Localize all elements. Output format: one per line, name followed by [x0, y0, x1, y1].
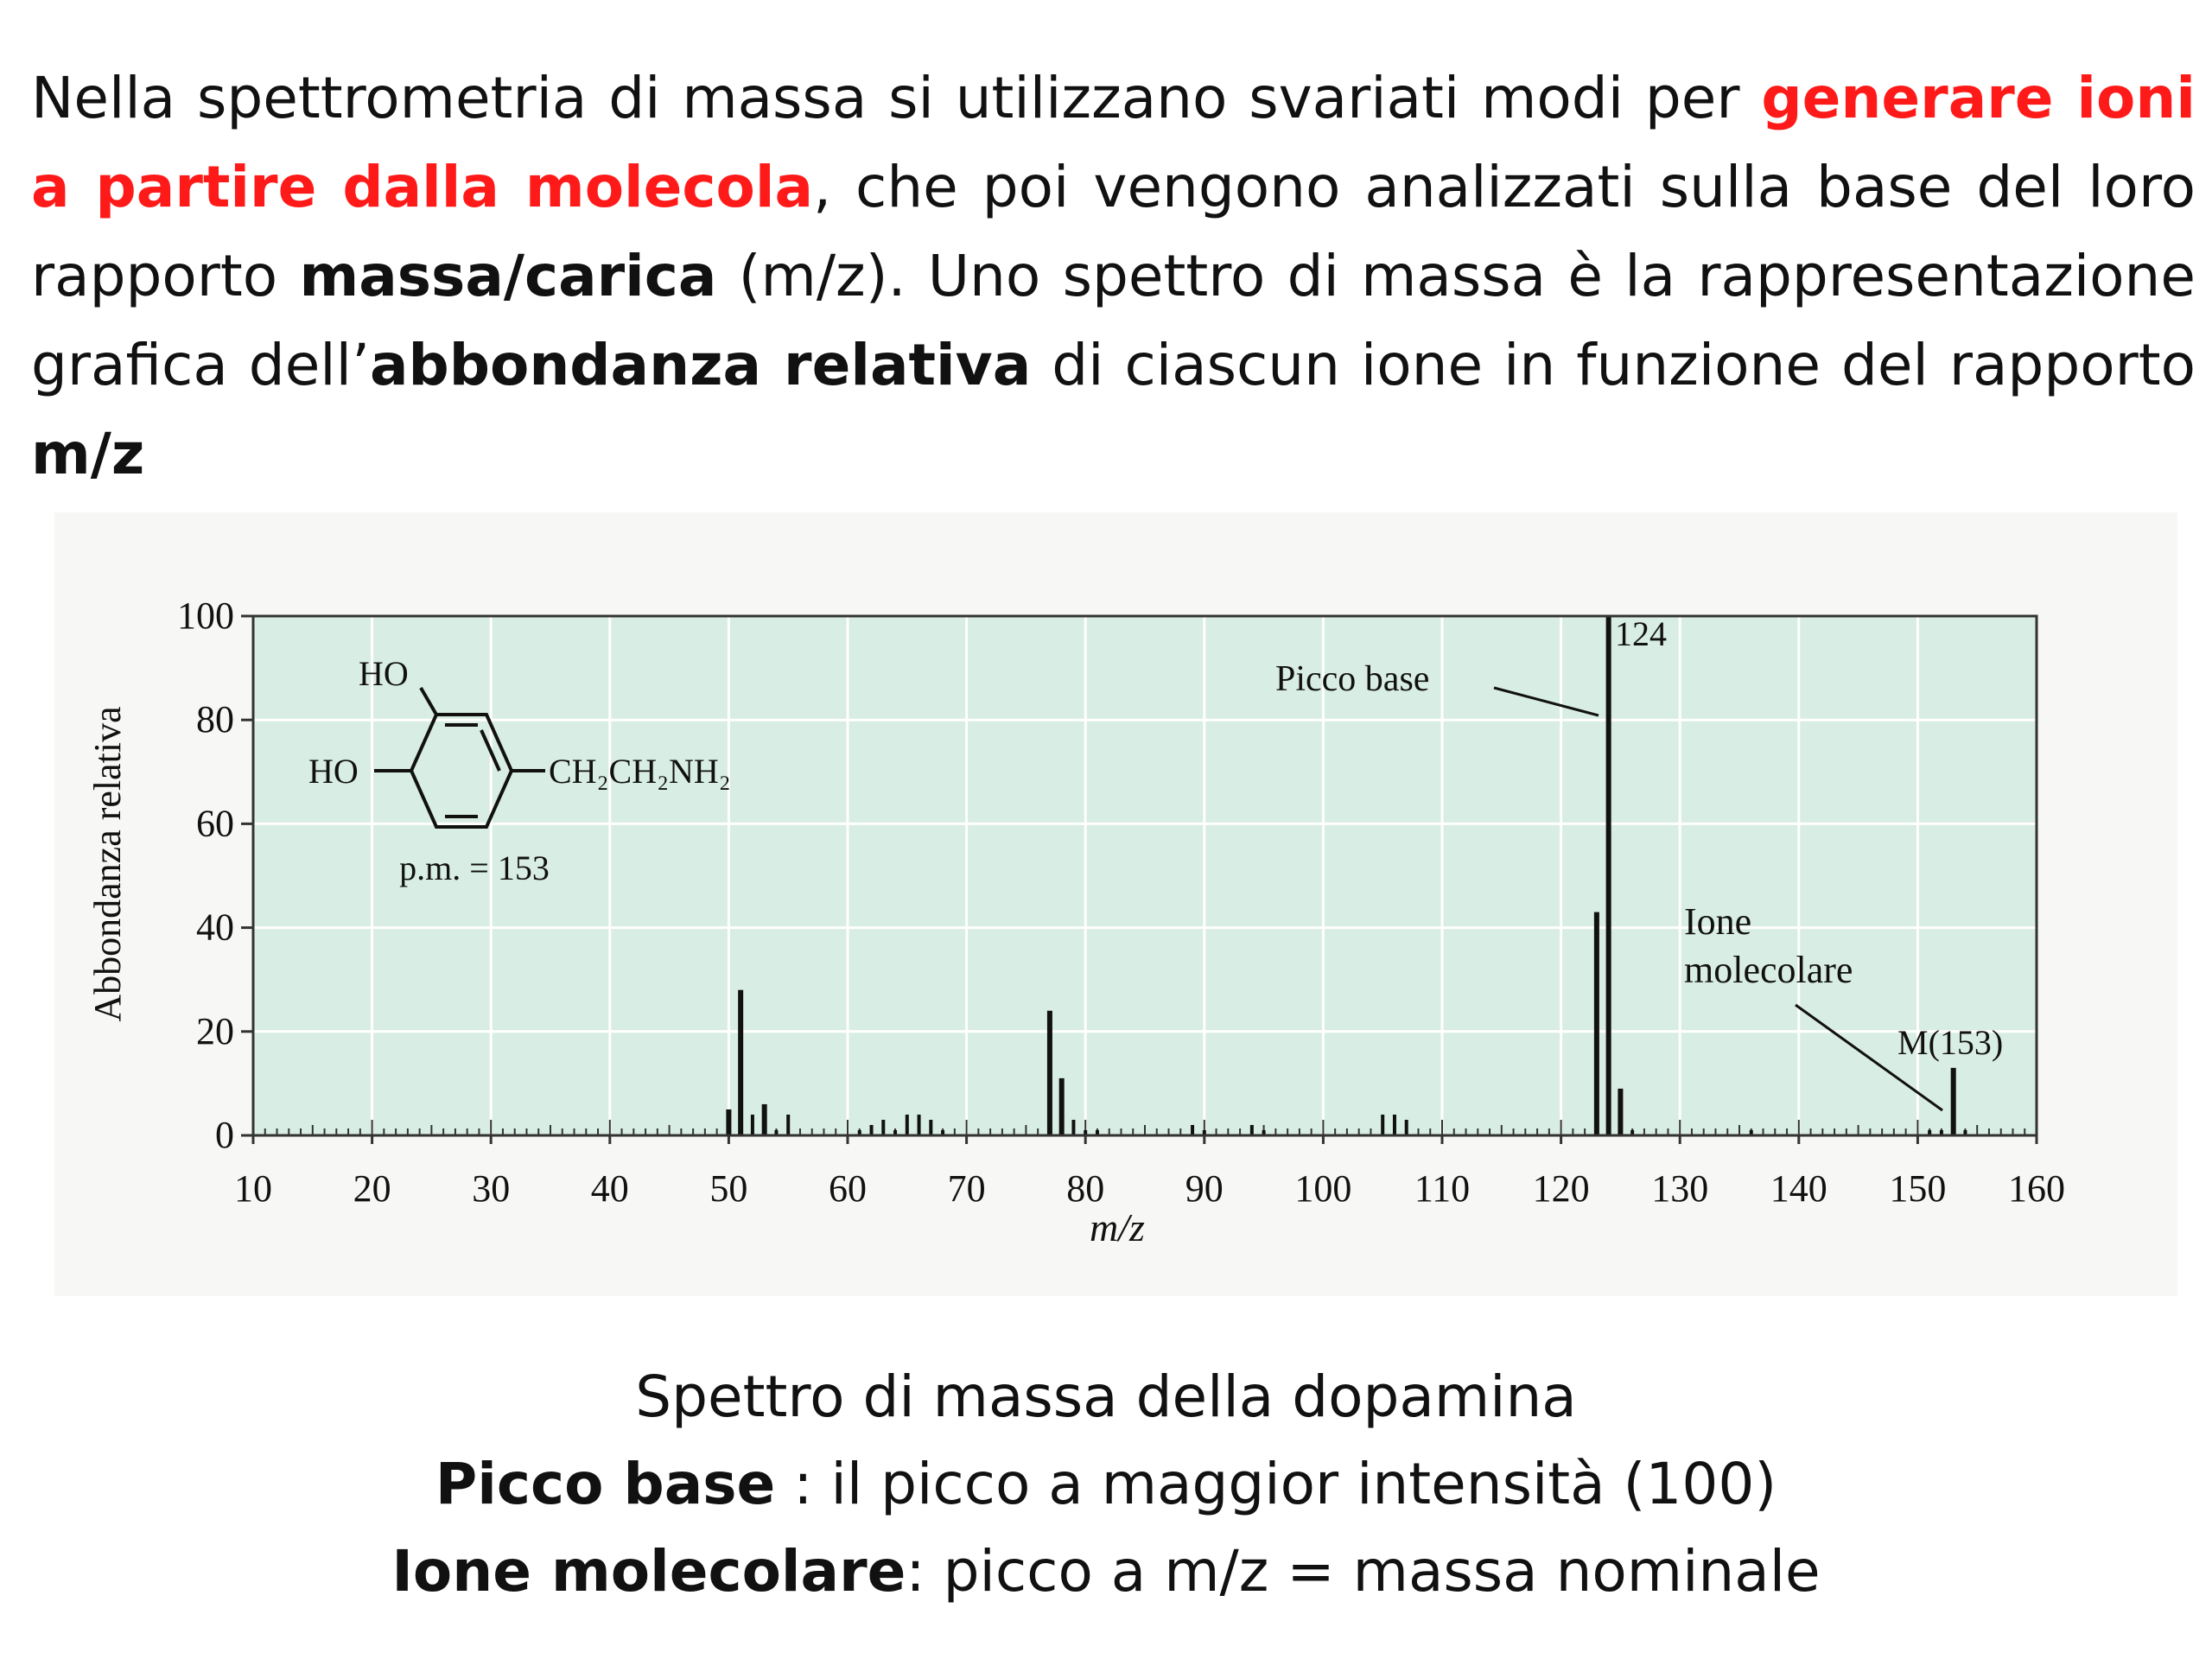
dopamine-structure: [374, 686, 545, 829]
structure-ho-left: HO: [308, 752, 359, 791]
peak-bar-54: [774, 1129, 779, 1135]
intro-text-1: Nella spettrometria di massa si utilizza…: [31, 65, 1762, 131]
molecular-weight-label: p.m. = 153: [399, 849, 550, 887]
structure-side-chain: CH₂CH₂NH₂: [549, 752, 731, 791]
plot-frame: [251, 614, 2038, 1137]
x-tick-label: 120: [1533, 1167, 1590, 1210]
x-axis-label: m/z: [1090, 1205, 1145, 1249]
x-tick-label: 90: [1185, 1167, 1224, 1210]
peak-bar-153: [1950, 1067, 1956, 1135]
intro-bold-mass-charge: massa/carica: [299, 243, 717, 309]
y-tick-label: 20: [196, 1010, 234, 1052]
peak-bar-55: [786, 1114, 791, 1135]
peak-bar-63: [881, 1119, 886, 1135]
x-tick-label: 40: [591, 1167, 629, 1210]
base-peak-value-label: 124: [1615, 614, 1667, 653]
peak-bar-77: [1046, 1010, 1052, 1135]
intro-text-3: (m/z). Uno spettro di massa è la rappres…: [31, 243, 2196, 398]
x-tick-label: 20: [353, 1167, 391, 1210]
peak-bar-52: [750, 1114, 754, 1135]
peak-bar-154: [1963, 1129, 1967, 1135]
intro-text-4: di ciascun ione in funzione del rapporto: [1031, 332, 2196, 398]
mass-spectrum-chart: 10 20 30 40 50 60 70 80 90 100 110 120 130 140 150 160 0…: [86, 594, 2065, 1249]
peak-bar-53: [761, 1103, 767, 1135]
peak-bar-51: [738, 989, 744, 1135]
peak-bar-66: [917, 1114, 921, 1135]
x-tick-label: 150: [1889, 1167, 1946, 1210]
peak-bar-68: [941, 1129, 945, 1135]
x-tick-label: 30: [472, 1167, 510, 1210]
peak-bar-90: [1202, 1129, 1206, 1135]
caption-line-molecular-ion: Ione molecolare: picco a m/z = massa nom…: [0, 1528, 2212, 1615]
x-tick-label: 110: [1414, 1167, 1470, 1210]
y-tick-label: 80: [196, 698, 234, 741]
mass-spectrum-figure: 10 20 30 40 50 60 70 80 90 100 110 120 130 140 150 160 0…: [54, 512, 2177, 1296]
base-peak-leader-line: [1493, 686, 1599, 717]
intro-paragraph: Nella spettrometria di massa si utilizza…: [31, 54, 2196, 499]
peak-bar-151: [1928, 1129, 1932, 1135]
peak-bar-152: [1939, 1129, 1943, 1135]
intro-bold-relative-abundance: abbondanza relativa: [369, 332, 1032, 398]
intro-highlight: generare ioni a partire dalla molecola: [31, 65, 2196, 220]
peak-bar-67: [929, 1119, 933, 1135]
caption: Spettro di massa della dopamina Picco ba…: [0, 1353, 2212, 1615]
molecular-ion-leader-line: [1795, 1003, 1943, 1112]
caption-molecular-ion-definition: : picco a m/z = massa nominale: [906, 1538, 1821, 1605]
intro-bold-mz: m/z: [31, 421, 145, 487]
x-tick-label: 100: [1294, 1167, 1351, 1210]
peak-bar-78: [1058, 1077, 1065, 1135]
peak-bar-105: [1381, 1114, 1385, 1135]
peak-bar-81: [1095, 1129, 1099, 1135]
peak-bar-65: [905, 1114, 909, 1135]
x-tick-label: 140: [1770, 1167, 1827, 1210]
intro-text-2: , che poi vengono analizzati sulla base …: [31, 154, 2196, 309]
peak-bar-62: [869, 1124, 874, 1135]
peak-bar-95: [1262, 1129, 1266, 1135]
peak-bar-89: [1191, 1124, 1195, 1135]
peak-bar-125: [1618, 1088, 1624, 1135]
x-tick-label: 130: [1651, 1167, 1708, 1210]
molecular-ion-label-line-1: Ione: [1684, 900, 1751, 943]
y-axis-label: Abbondanza relativa: [86, 706, 129, 1021]
peak-bar-50: [726, 1109, 732, 1135]
peak-bar-64: [893, 1129, 898, 1135]
caption-base-peak-term: Picco base: [435, 1451, 776, 1517]
y-tick-label: 40: [196, 906, 234, 949]
x-tick-label: 160: [2008, 1167, 2065, 1210]
molecular-ion-mass-label: M(153): [1897, 1023, 2003, 1062]
caption-molecular-ion-term: Ione molecolare: [391, 1538, 906, 1605]
y-tick-label: 60: [196, 802, 234, 844]
x-tick-label: 50: [709, 1167, 747, 1210]
caption-title: Spettro di massa della dopamina: [635, 1363, 1577, 1430]
peak-bar-79: [1071, 1119, 1076, 1135]
y-tick-label: 0: [215, 1114, 234, 1156]
peak-bar-123: [1593, 912, 1599, 1135]
peak-bar-106: [1392, 1114, 1396, 1135]
peak-bar-107: [1404, 1119, 1408, 1135]
caption-line-base-peak: Picco base : il picco a maggior intensit…: [0, 1440, 2212, 1528]
x-tick-label: 10: [234, 1167, 272, 1210]
x-tick-label: 60: [829, 1167, 867, 1210]
peak-bar-94: [1249, 1124, 1254, 1135]
peak-bar-126: [1630, 1129, 1635, 1135]
y-tick-label: 100: [177, 594, 234, 637]
plot-area: [253, 616, 2037, 1135]
peak-bar-124: [1605, 616, 1611, 1135]
caption-base-peak-definition: : il picco a maggior intensità (100): [775, 1451, 1777, 1517]
x-tick-label: 80: [1066, 1167, 1104, 1210]
structure-ho-top: HO: [359, 654, 409, 693]
molecular-ion-label-line-2: molecolare: [1684, 949, 1853, 991]
x-tick-label: 70: [948, 1167, 986, 1210]
peak-bar-136: [1749, 1129, 1753, 1135]
peak-bar-61: [857, 1129, 861, 1135]
base-peak-label: Picco base: [1275, 659, 1429, 699]
peak-bar-80: [1084, 1129, 1088, 1135]
